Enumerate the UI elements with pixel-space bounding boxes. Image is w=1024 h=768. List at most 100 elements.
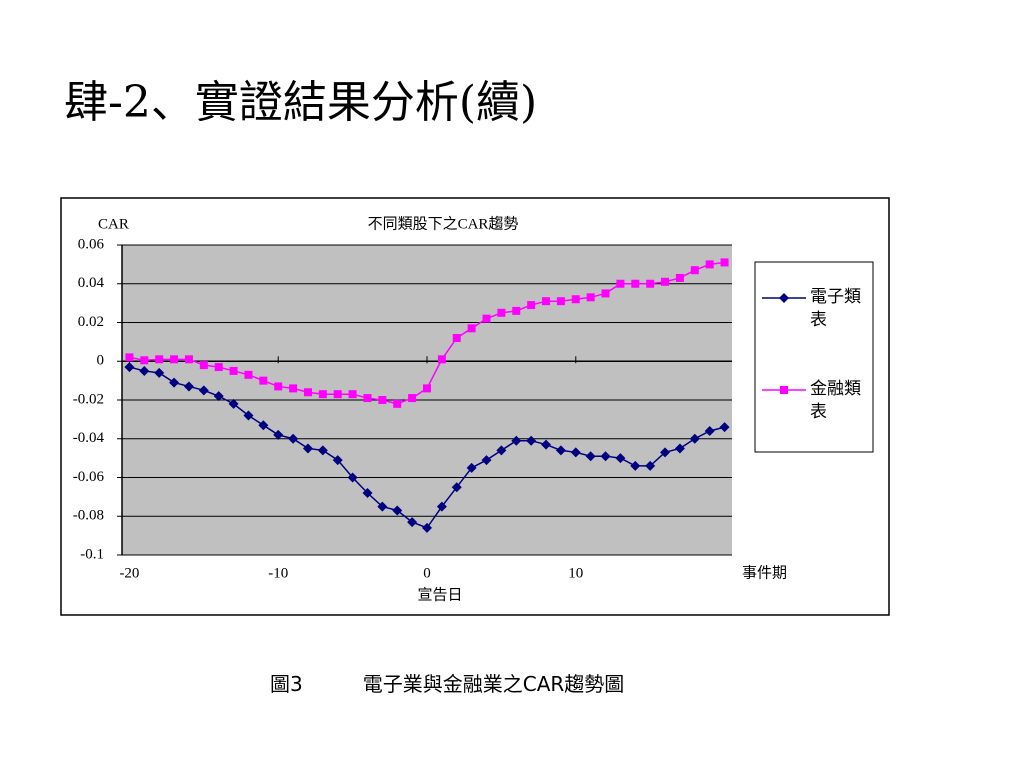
caption: 圖3 電子業與金融業之CAR趨勢圖: [270, 668, 624, 697]
figure-number: 圖3: [270, 672, 303, 696]
legend-marker: [779, 293, 789, 303]
point: [317, 445, 328, 456]
point: [318, 390, 327, 399]
point: [542, 297, 551, 306]
point: [393, 399, 402, 408]
point: [704, 426, 715, 436]
point: [407, 517, 418, 528]
y-tick-label: -0.02: [73, 391, 104, 407]
point: [631, 279, 640, 288]
point: [332, 455, 343, 466]
point: [169, 377, 180, 388]
point: [362, 488, 373, 498]
point: [125, 353, 134, 362]
point: [199, 361, 208, 370]
y-axis-label: CAR: [98, 216, 129, 232]
point: [690, 266, 699, 275]
point: [184, 355, 193, 364]
point: [347, 472, 358, 483]
annotation: 宣告日: [417, 586, 462, 603]
legend-label: 金融類表: [810, 379, 861, 422]
point: [601, 289, 610, 298]
y-tick-label: 0.02: [78, 314, 104, 330]
x-tick-label: 10: [568, 565, 583, 581]
point: [273, 429, 284, 440]
point: [274, 382, 283, 391]
point: [527, 301, 536, 310]
point: [214, 363, 223, 372]
point: [378, 396, 387, 404]
y-tick-label: -0.06: [73, 469, 105, 485]
y-tick-label: 0.04: [78, 275, 105, 291]
x-tick-label: -10: [268, 565, 288, 581]
point: [585, 451, 596, 462]
point: [139, 365, 150, 376]
point: [511, 435, 522, 446]
y-tick-label: -0.1: [80, 546, 104, 562]
point: [600, 451, 611, 462]
point: [140, 356, 149, 365]
point: [555, 445, 566, 456]
y-tick-label: -0.04: [73, 430, 105, 446]
point: [645, 460, 656, 471]
point: [392, 505, 403, 516]
point: [408, 394, 417, 403]
point: [259, 376, 268, 385]
point: [436, 501, 447, 512]
point: [423, 384, 431, 393]
point: [689, 433, 700, 444]
point: [333, 390, 342, 399]
point: [661, 277, 670, 286]
point: [198, 385, 209, 396]
point: [258, 420, 269, 431]
point: [616, 279, 625, 288]
point: [377, 501, 388, 512]
point: [154, 367, 165, 378]
point: [630, 460, 641, 471]
point: [541, 439, 552, 450]
point: [719, 422, 730, 433]
slide-title: 肆-2、實證結果分析(續): [64, 77, 538, 128]
point: [720, 258, 729, 267]
point: [243, 410, 254, 421]
point: [570, 447, 581, 458]
point: [451, 482, 462, 493]
point: [422, 522, 432, 533]
point: [437, 355, 446, 364]
point: [466, 462, 477, 473]
point: [363, 394, 372, 403]
point: [556, 297, 565, 306]
legend-label: 電子類表: [810, 287, 861, 330]
y-tick-label: 0.06: [78, 236, 105, 252]
point: [496, 445, 507, 456]
point: [302, 443, 313, 454]
point: [481, 455, 492, 466]
point: [303, 388, 312, 397]
caption-text: 電子業與金融業之CAR趨勢圖: [362, 672, 625, 696]
point: [289, 384, 298, 393]
point: [705, 260, 714, 269]
point: [452, 334, 461, 342]
point: [213, 391, 224, 402]
x-tick-label: 0: [423, 565, 431, 581]
x-tick-label: -20: [119, 565, 139, 581]
point: [526, 435, 537, 446]
point: [228, 398, 239, 409]
point: [467, 324, 476, 333]
point: [124, 362, 135, 373]
point: [244, 370, 253, 379]
point: [512, 306, 521, 315]
point: [348, 390, 357, 399]
point: [571, 295, 580, 304]
legend-box: [754, 261, 874, 453]
y-tick-label: -0.08: [73, 508, 104, 524]
point: [660, 447, 671, 458]
point: [586, 293, 595, 302]
point: [675, 273, 684, 282]
y-tick-label: 0: [97, 353, 105, 369]
legend-marker: [780, 386, 788, 394]
chart-title: 不同類股下之CAR趨勢: [368, 215, 519, 232]
point: [155, 355, 164, 364]
